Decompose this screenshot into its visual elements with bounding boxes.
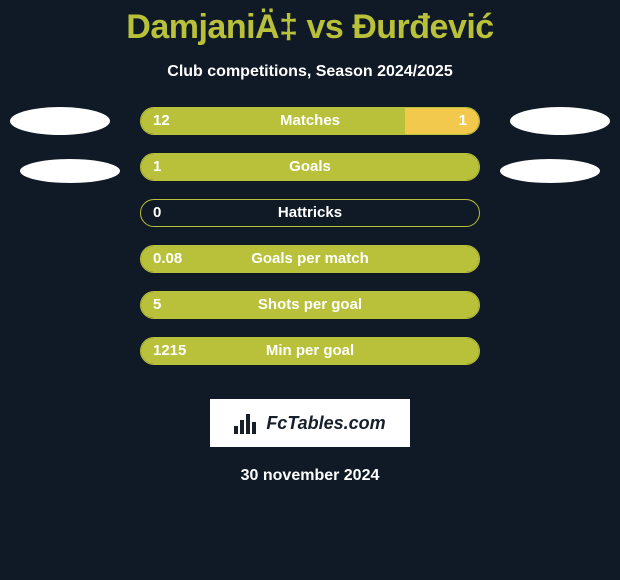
player-left-avatar-top	[10, 107, 110, 135]
stat-label: Min per goal	[141, 338, 479, 364]
stat-value-left: 12	[153, 108, 170, 134]
stat-label: Goals per match	[141, 246, 479, 272]
stat-label: Matches	[141, 108, 479, 134]
brand-box: FcTables.com	[210, 399, 410, 447]
brand-text: FcTables.com	[266, 413, 385, 434]
stat-row: Hattricks0	[140, 199, 480, 227]
stat-row: Goals1	[140, 153, 480, 181]
stat-value-left: 0	[153, 200, 161, 226]
stat-label: Hattricks	[141, 200, 479, 226]
page-title: DamjaniÄ‡ vs Đurđević	[0, 0, 620, 47]
player-right-avatar-top	[510, 107, 610, 135]
stat-value-right: 1	[459, 108, 467, 134]
stat-bars: Matches121Goals1Hattricks0Goals per matc…	[140, 107, 480, 383]
stat-label: Goals	[141, 154, 479, 180]
brand-chart-icon	[234, 412, 262, 434]
player-right-avatar-bottom	[500, 159, 600, 183]
stat-value-left: 5	[153, 292, 161, 318]
stat-row: Goals per match0.08	[140, 245, 480, 273]
stat-row: Matches12 1	[140, 107, 480, 135]
stat-row: Min per goal1215	[140, 337, 480, 365]
stat-value-left: 1215	[153, 338, 186, 364]
comparison-stage: Matches121Goals1Hattricks0Goals per matc…	[0, 107, 620, 407]
page-subtitle: Club competitions, Season 2024/2025	[0, 63, 620, 81]
footer-date: 30 november 2024	[0, 467, 620, 485]
stat-row: Shots per goal5	[140, 291, 480, 319]
stat-label: Shots per goal	[141, 292, 479, 318]
stat-value-left: 1	[153, 154, 161, 180]
player-left-avatar-bottom	[20, 159, 120, 183]
stat-value-left: 0.08	[153, 246, 182, 272]
